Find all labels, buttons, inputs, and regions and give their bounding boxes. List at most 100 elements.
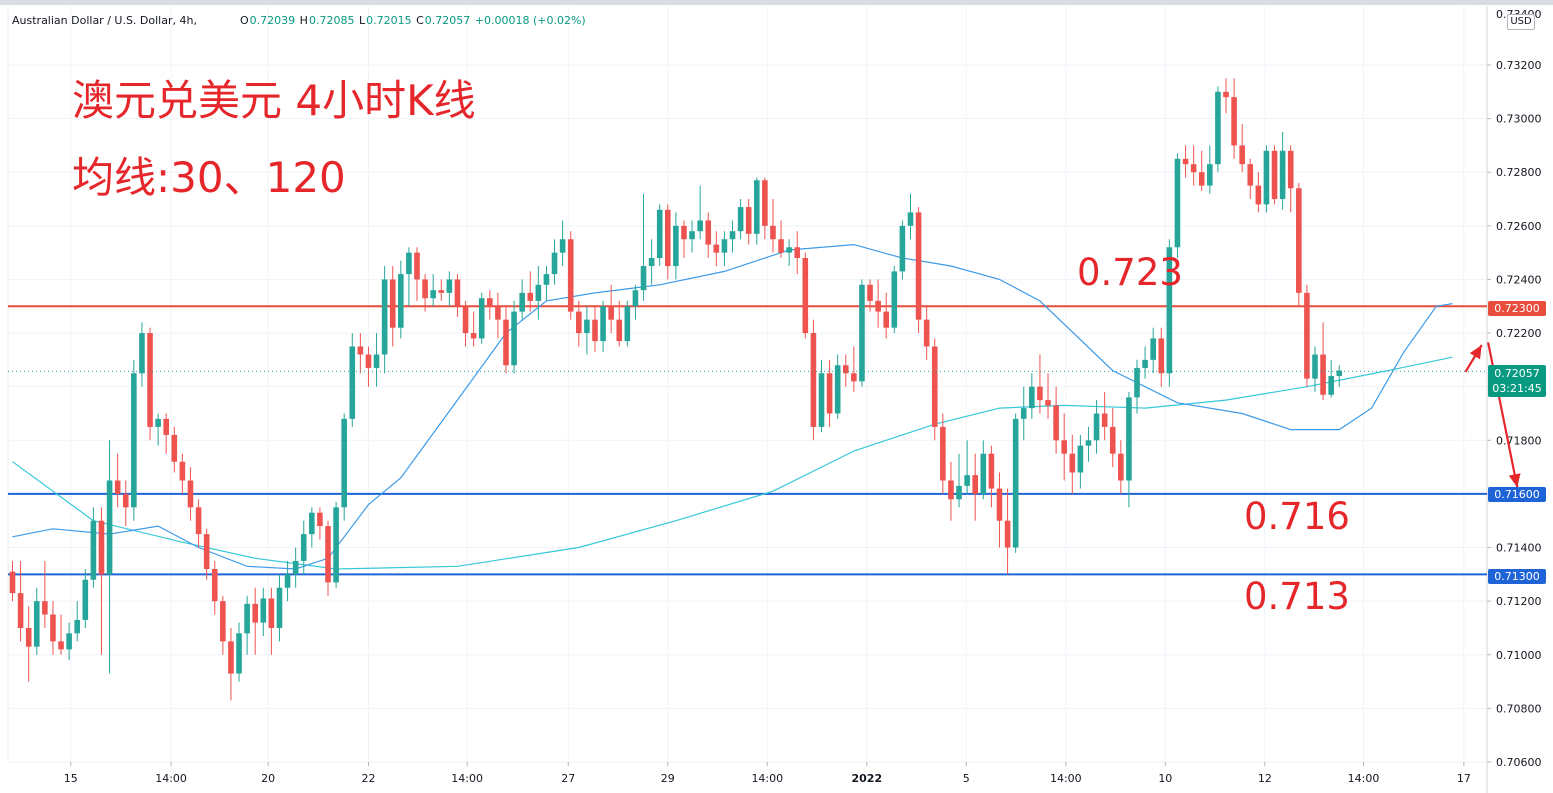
x-tick-label: 14:00	[1050, 772, 1082, 785]
candle	[948, 480, 954, 500]
y-tick-label: 0.72400	[1496, 273, 1542, 286]
symbol-label: Australian Dollar / U.S. Dollar, 4h,	[12, 14, 197, 27]
candle	[1320, 354, 1326, 395]
low-value: 0.72015	[366, 14, 412, 27]
candle	[25, 627, 32, 647]
candle	[559, 239, 566, 253]
candle	[333, 507, 339, 583]
candle	[357, 346, 364, 355]
x-tick-label: 14:00	[451, 772, 483, 785]
candle	[1198, 172, 1205, 186]
candle	[1247, 164, 1254, 186]
y-tick-label: 0.70800	[1496, 702, 1542, 715]
candle	[495, 306, 501, 320]
candle	[1336, 370, 1343, 376]
x-tick-label: 12	[1258, 772, 1272, 785]
candle	[430, 290, 436, 299]
high-value: 0.72085	[308, 14, 355, 27]
candle	[1166, 247, 1173, 374]
x-tick-label: 22	[361, 772, 375, 785]
candle	[648, 258, 655, 267]
chart-title: 澳元兑美元 4小时K线	[72, 76, 476, 125]
price-tag-support-1: 0.71600	[1488, 487, 1546, 502]
candle	[826, 373, 833, 414]
candle	[519, 292, 525, 312]
candle	[786, 247, 792, 253]
price-tag-resistance: 0.72300	[1488, 301, 1546, 316]
candle	[268, 598, 275, 628]
candle	[1158, 338, 1165, 374]
candle	[834, 365, 841, 414]
candle	[931, 346, 938, 427]
candle	[543, 274, 550, 285]
y-tick-label: 0.72200	[1496, 327, 1542, 340]
annotation-0723: 0.723	[1077, 251, 1183, 294]
candle	[389, 279, 396, 328]
candle	[1296, 188, 1302, 293]
candle	[576, 311, 582, 334]
candle	[122, 493, 129, 508]
candle	[228, 641, 234, 674]
candle	[923, 319, 930, 347]
candle	[503, 319, 509, 366]
candle	[203, 534, 210, 569]
candle	[211, 568, 218, 602]
candle	[1190, 164, 1197, 173]
y-tick-label: 0.73200	[1496, 59, 1542, 72]
annotation-0716: 0.716	[1244, 495, 1350, 538]
candle	[349, 346, 356, 419]
candle	[365, 354, 372, 368]
candle	[398, 274, 404, 328]
x-tick-label: 20	[261, 772, 275, 785]
change-value: +0.00018 (+0.02%)	[474, 14, 586, 27]
candle	[1271, 150, 1278, 200]
candle	[438, 290, 445, 293]
candle	[17, 593, 24, 628]
currency-button[interactable]: USD	[1507, 14, 1535, 30]
candle	[1182, 158, 1189, 165]
candle	[964, 475, 970, 486]
candle	[956, 485, 962, 500]
candle	[1101, 413, 1108, 427]
candle	[147, 333, 153, 427]
candle	[195, 507, 202, 535]
candle	[705, 220, 712, 245]
candle	[1109, 426, 1116, 454]
candle	[859, 284, 865, 382]
candle	[106, 480, 113, 575]
ohlc-readout: O0.72039 H0.72085 L0.72015 C0.72057 +0.0…	[240, 14, 587, 27]
candle	[179, 461, 186, 481]
annotation-0713: 0.713	[1244, 575, 1350, 618]
candle	[187, 480, 194, 508]
close-label: C	[416, 14, 424, 27]
candle	[640, 266, 647, 291]
candle	[551, 252, 558, 275]
candle	[1312, 354, 1318, 379]
x-tick-label: 15	[64, 772, 78, 785]
candle	[737, 207, 744, 232]
low-label: L	[358, 14, 366, 27]
top-border	[0, 0, 1553, 5]
candle	[66, 633, 72, 650]
y-tick-label: 0.71200	[1496, 595, 1542, 608]
candle	[82, 579, 89, 620]
candle	[1126, 397, 1132, 481]
candle	[1231, 97, 1237, 146]
candle	[74, 619, 81, 634]
candle	[1085, 440, 1092, 446]
x-tick-label: 10	[1158, 772, 1172, 785]
candle	[729, 231, 736, 240]
candle	[422, 279, 428, 299]
candle	[616, 319, 623, 342]
candle	[1118, 453, 1124, 481]
candle	[220, 601, 226, 642]
high-label: H	[299, 14, 308, 27]
candle	[1004, 520, 1011, 548]
candle	[1328, 375, 1334, 395]
candle	[1053, 405, 1059, 441]
candle	[42, 601, 48, 615]
candle	[292, 560, 299, 575]
candle	[721, 239, 728, 253]
candle	[90, 520, 97, 580]
